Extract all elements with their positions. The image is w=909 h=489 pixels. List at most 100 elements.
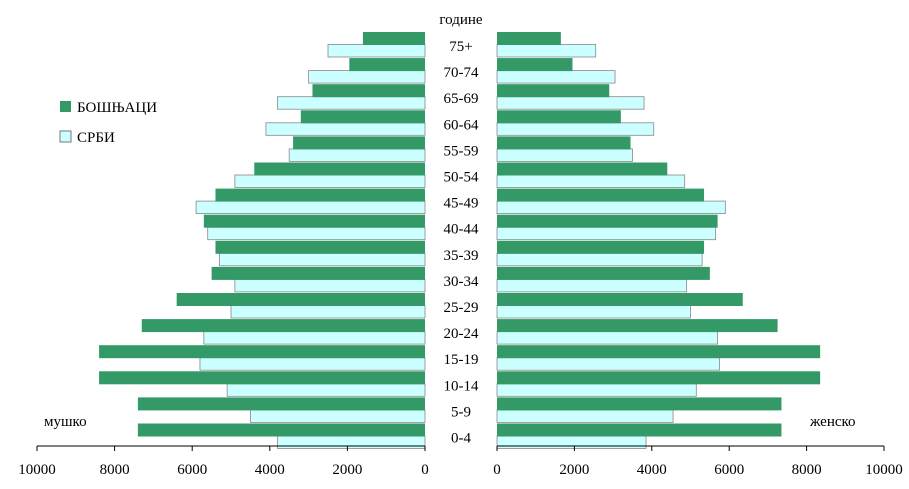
category-axis-title: године <box>439 12 483 28</box>
bar-srbi-male-55-59 <box>288 148 426 162</box>
bar-boshnjaci-male-60-64 <box>300 110 425 124</box>
bar-boshnjaci-male-0-4 <box>137 423 425 437</box>
bar-srbi-female-35-39 <box>496 252 703 267</box>
category-label-20-24: 20-24 <box>444 326 479 342</box>
category-label-15-19: 15-19 <box>444 352 479 368</box>
bar-srbi-female-60-64 <box>496 122 655 136</box>
bar-srbi-female-40-44 <box>496 226 717 241</box>
category-label-50-54: 50-54 <box>444 170 479 186</box>
bar-srbi-male-0-4 <box>277 435 426 449</box>
category-label-60-64: 60-64 <box>444 117 479 133</box>
bar-srbi-female-70-74 <box>496 70 616 84</box>
category-label-55-59: 55-59 <box>444 143 479 159</box>
bar-srbi-female-10-14 <box>496 383 697 397</box>
legend-swatch-srbi <box>59 130 72 143</box>
category-label-0-4: 0-4 <box>451 431 471 447</box>
bar-srbi-male-70-74 <box>308 70 426 84</box>
bar-srbi-female-5-9 <box>496 409 674 423</box>
bar-boshnjaci-male-30-34 <box>211 266 425 280</box>
bar-boshnjaci-female-10-14 <box>497 371 821 385</box>
bar-srbi-female-50-54 <box>496 174 686 188</box>
bar-srbi-male-5-9 <box>249 409 426 423</box>
bar-boshnjaci-male-15-19 <box>99 345 425 359</box>
bar-boshnjaci-female-25-29 <box>497 293 743 306</box>
category-label-75plus: 75+ <box>449 39 472 55</box>
bar-boshnjaci-male-45-49 <box>215 188 425 202</box>
bar-srbi-female-25-29 <box>496 305 691 319</box>
category-label-40-44: 40-44 <box>444 222 479 238</box>
bar-boshnjaci-female-65-69 <box>497 84 610 98</box>
axes-group <box>36 445 885 451</box>
x-tick-label-right: 6000 <box>714 462 744 478</box>
category-label-35-39: 35-39 <box>444 248 479 264</box>
bar-boshnjaci-female-0-4 <box>497 423 782 437</box>
legend-label-boshnjaci: БОШЊАЦИ <box>77 100 157 116</box>
bar-boshnjaci-female-5-9 <box>497 397 782 411</box>
bar-boshnjaci-female-35-39 <box>497 240 705 254</box>
category-label-5-9: 5-9 <box>451 404 471 420</box>
bar-boshnjaci-male-20-24 <box>141 319 425 333</box>
bar-srbi-female-75plus <box>496 44 597 58</box>
category-label-70-74: 70-74 <box>444 65 479 81</box>
bar-boshnjaci-male-70-74 <box>349 58 425 72</box>
category-label-10-14: 10-14 <box>444 378 479 394</box>
bar-srbi-female-0-4 <box>496 435 647 449</box>
bar-srbi-male-40-44 <box>207 226 426 241</box>
bar-boshnjaci-female-70-74 <box>497 58 573 72</box>
bar-boshnjaci-female-75plus <box>497 32 561 45</box>
bar-boshnjaci-female-20-24 <box>497 319 778 333</box>
bar-boshnjaci-male-10-14 <box>99 371 425 385</box>
bar-srbi-male-75plus <box>327 44 426 58</box>
bar-srbi-male-50-54 <box>234 174 426 188</box>
x-tick-label-left: 6000 <box>177 462 207 478</box>
x-tick-label-left: 4000 <box>255 462 285 478</box>
x-tick-label-right: 2000 <box>559 462 589 478</box>
bar-srbi-female-15-19 <box>496 357 720 371</box>
x-tick-label-right: 0 <box>493 462 501 478</box>
bar-boshnjaci-male-35-39 <box>215 240 425 254</box>
bar-boshnjaci-female-30-34 <box>497 266 710 280</box>
legend: БОШЊАЦИ СРБИ <box>59 100 157 146</box>
female-side-label: женско <box>809 414 856 430</box>
bar-boshnjaci-male-5-9 <box>137 397 425 411</box>
bar-srbi-female-55-59 <box>496 148 633 162</box>
bar-srbi-female-20-24 <box>496 331 718 345</box>
bar-boshnjaci-female-15-19 <box>497 345 821 359</box>
x-tick-label-left: 0 <box>421 462 429 478</box>
bar-boshnjaci-male-40-44 <box>203 214 425 228</box>
bar-srbi-male-25-29 <box>230 305 426 319</box>
bar-srbi-male-45-49 <box>195 200 426 215</box>
bar-srbi-female-45-49 <box>496 200 726 215</box>
x-tick-label-left: 8000 <box>100 462 130 478</box>
bars-group <box>99 32 821 449</box>
category-label-65-69: 65-69 <box>444 91 479 107</box>
x-tick-label-right: 8000 <box>792 462 822 478</box>
bar-boshnjaci-female-45-49 <box>497 188 705 202</box>
category-labels: 0-4 5-9 10-14 15-19 20-24 25-29 30-34 35-39 40-4… <box>444 39 479 447</box>
bar-srbi-male-15-19 <box>199 357 426 371</box>
bar-boshnjaci-male-55-59 <box>293 136 425 150</box>
bar-boshnjaci-male-65-69 <box>312 84 425 98</box>
tick-labels: 10000 8000 6000 4000 2000 0 0 2000 4000 6000 8000 1… <box>18 462 903 478</box>
category-label-30-34: 30-34 <box>444 274 479 290</box>
category-label-45-49: 45-49 <box>444 196 479 212</box>
x-tick-label-right: 10000 <box>865 462 903 478</box>
bar-srbi-male-10-14 <box>226 383 426 397</box>
category-label-25-29: 25-29 <box>444 300 479 316</box>
bar-boshnjaci-female-60-64 <box>497 110 621 124</box>
x-tick-label-left: 10000 <box>18 462 56 478</box>
bar-boshnjaci-female-50-54 <box>497 162 668 176</box>
x-tick-label-right: 4000 <box>637 462 667 478</box>
bar-srbi-female-65-69 <box>496 96 645 110</box>
bar-srbi-female-30-34 <box>496 278 688 293</box>
bar-srbi-male-65-69 <box>277 96 426 110</box>
x-tick-label-left: 2000 <box>332 462 362 478</box>
bar-srbi-male-35-39 <box>218 252 426 267</box>
legend-swatch-boshnjaci <box>60 101 71 112</box>
legend-label-srbi: СРБИ <box>77 130 115 146</box>
bar-boshnjaci-female-40-44 <box>497 214 718 228</box>
bar-srbi-male-60-64 <box>265 122 426 136</box>
male-side-label: мушко <box>44 414 87 430</box>
